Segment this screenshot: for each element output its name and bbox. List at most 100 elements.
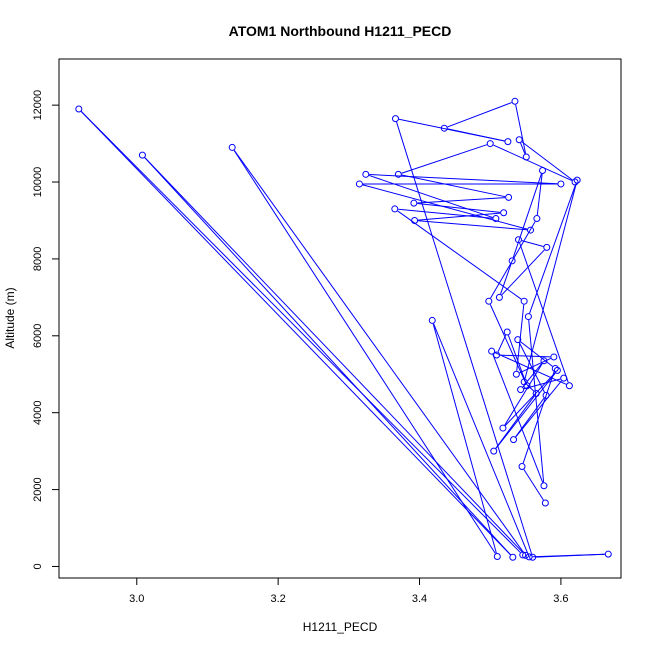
series-segment bbox=[447, 102, 512, 128]
series-segment bbox=[523, 469, 544, 501]
data-point bbox=[524, 313, 532, 321]
series-segment bbox=[528, 320, 545, 483]
series-segment bbox=[526, 383, 534, 392]
data-point bbox=[550, 353, 558, 361]
series-segment bbox=[522, 371, 555, 464]
series-segment bbox=[536, 553, 605, 558]
y-tick-label: 6000 bbox=[32, 324, 44, 348]
series-segment bbox=[524, 183, 577, 379]
series-segment bbox=[144, 157, 524, 554]
data-point bbox=[75, 105, 83, 113]
series-segment bbox=[515, 104, 527, 154]
data-point bbox=[493, 552, 501, 560]
series-segment bbox=[520, 142, 526, 154]
series-segment bbox=[500, 263, 512, 295]
data-point bbox=[511, 97, 519, 105]
data-point bbox=[514, 336, 522, 344]
data-point bbox=[228, 143, 236, 151]
series-segment bbox=[521, 240, 544, 247]
data-point bbox=[509, 553, 517, 561]
data-point bbox=[573, 176, 581, 184]
data-point bbox=[533, 215, 541, 223]
data-point bbox=[540, 357, 548, 365]
data-point bbox=[410, 199, 418, 207]
data-point bbox=[355, 180, 363, 188]
data-point bbox=[493, 351, 501, 359]
series-segment bbox=[447, 128, 505, 142]
data-point bbox=[604, 550, 612, 558]
series-segment bbox=[401, 144, 488, 174]
series-segment bbox=[501, 249, 545, 296]
y-tick-label: 0 bbox=[32, 563, 44, 569]
data-point bbox=[138, 151, 146, 159]
y-tick-label: 4000 bbox=[32, 400, 44, 424]
plot-area bbox=[58, 58, 622, 579]
series-segment bbox=[497, 334, 507, 353]
data-point bbox=[519, 551, 527, 559]
data-point bbox=[517, 386, 525, 394]
series-segment bbox=[417, 203, 501, 213]
data-point bbox=[394, 170, 402, 178]
series-segment bbox=[504, 372, 556, 426]
data-point bbox=[553, 366, 561, 374]
data-point bbox=[571, 178, 579, 186]
data-point bbox=[504, 138, 512, 146]
data-point bbox=[542, 391, 550, 399]
series-segment bbox=[398, 208, 493, 219]
data-point bbox=[518, 463, 526, 471]
data-point bbox=[557, 180, 565, 188]
series-segment bbox=[489, 304, 526, 383]
series-segment bbox=[500, 354, 551, 358]
series-segment bbox=[490, 221, 536, 299]
x-axis-label: H1211_PECD bbox=[303, 620, 378, 634]
series-segment bbox=[493, 144, 573, 182]
y-tick-label: 12000 bbox=[32, 90, 44, 121]
data-point bbox=[440, 124, 448, 132]
y-tick-label: 10000 bbox=[32, 167, 44, 198]
series-segment bbox=[536, 173, 543, 216]
data-point bbox=[500, 209, 508, 217]
data-point bbox=[532, 389, 540, 397]
series-segment bbox=[519, 242, 569, 383]
data-point bbox=[522, 153, 530, 161]
series-segment bbox=[80, 111, 511, 556]
series-segment bbox=[520, 341, 553, 367]
series-segment bbox=[369, 174, 558, 185]
data-point bbox=[508, 257, 516, 265]
series-segment bbox=[396, 121, 533, 555]
data-point bbox=[512, 370, 520, 378]
data-point bbox=[499, 424, 507, 432]
data-point bbox=[411, 216, 419, 224]
data-point bbox=[540, 482, 548, 490]
data-point bbox=[565, 382, 573, 390]
y-axis-label: Altitude (m) bbox=[3, 287, 17, 348]
series-segment bbox=[368, 174, 493, 218]
data-point bbox=[522, 551, 530, 559]
data-point bbox=[529, 553, 537, 561]
x-tick-label: 3.4 bbox=[412, 593, 427, 605]
data-point bbox=[520, 378, 528, 386]
x-tick-label: 3.6 bbox=[553, 593, 568, 605]
series-segment bbox=[515, 380, 562, 438]
series-segment bbox=[432, 323, 497, 554]
series-segment bbox=[362, 184, 528, 230]
data-point bbox=[560, 374, 568, 382]
data-point bbox=[428, 316, 436, 324]
series-segment bbox=[518, 342, 545, 393]
series-segment bbox=[233, 150, 496, 554]
data-point bbox=[495, 293, 503, 301]
data-point bbox=[391, 205, 399, 213]
data-point bbox=[362, 170, 370, 178]
data-point bbox=[543, 243, 551, 251]
data-point bbox=[505, 193, 513, 201]
data-point bbox=[539, 166, 547, 174]
series-segment bbox=[512, 173, 542, 258]
data-point bbox=[520, 297, 528, 305]
y-tick-label: 8000 bbox=[32, 247, 44, 271]
series-segment bbox=[494, 352, 567, 385]
data-point bbox=[488, 347, 496, 355]
y-axis: 0 2000 4000 6000 8000 10000 12000 bbox=[32, 90, 60, 570]
series-segment bbox=[495, 372, 556, 449]
data-point bbox=[514, 236, 522, 244]
series-segment bbox=[418, 220, 528, 231]
